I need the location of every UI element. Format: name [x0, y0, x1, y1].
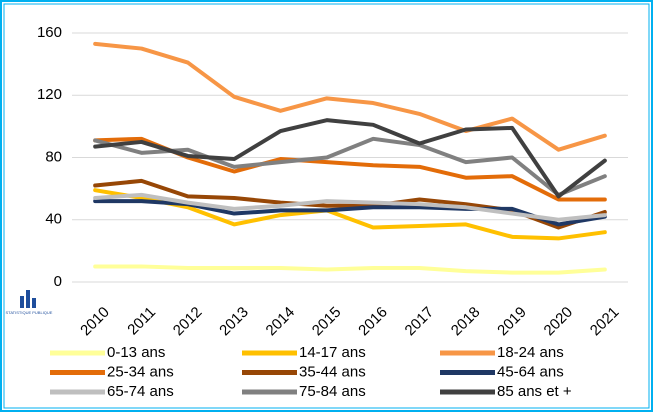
legend-label: 65-74 ans: [107, 383, 174, 400]
legend-label: 85 ans et +: [497, 383, 572, 400]
series-line: [93, 192, 607, 222]
series-line: [93, 136, 607, 197]
legend-label: 35-44 ans: [299, 363, 366, 380]
logo-text: STATISTIQUE PUBLIQUE: [6, 310, 53, 315]
inner-frame: [3, 3, 650, 409]
logo-bar: [26, 290, 30, 308]
y-tick-label: 160: [37, 24, 62, 41]
legend-label: 75-84 ans: [299, 383, 366, 400]
y-tick-label: 40: [45, 211, 62, 228]
logo-bar: [20, 296, 24, 308]
y-tick-label: 80: [45, 148, 62, 165]
logo-bar: [32, 298, 36, 308]
legend-label: 45-64 ans: [497, 363, 564, 380]
legend-label: 18-24 ans: [497, 344, 564, 361]
legend-label: 0-13 ans: [107, 344, 165, 361]
series-line: [93, 264, 607, 275]
series-line: [93, 118, 607, 199]
y-tick-label: 120: [37, 86, 62, 103]
legend-label: 14-17 ans: [299, 344, 366, 361]
series-line: [93, 41, 607, 152]
logo: STATISTIQUE PUBLIQUE: [6, 290, 53, 315]
y-tick-label: 0: [54, 273, 62, 290]
series-line: [93, 199, 607, 227]
legend-label: 25-34 ans: [107, 363, 174, 380]
series-line: [93, 188, 607, 241]
